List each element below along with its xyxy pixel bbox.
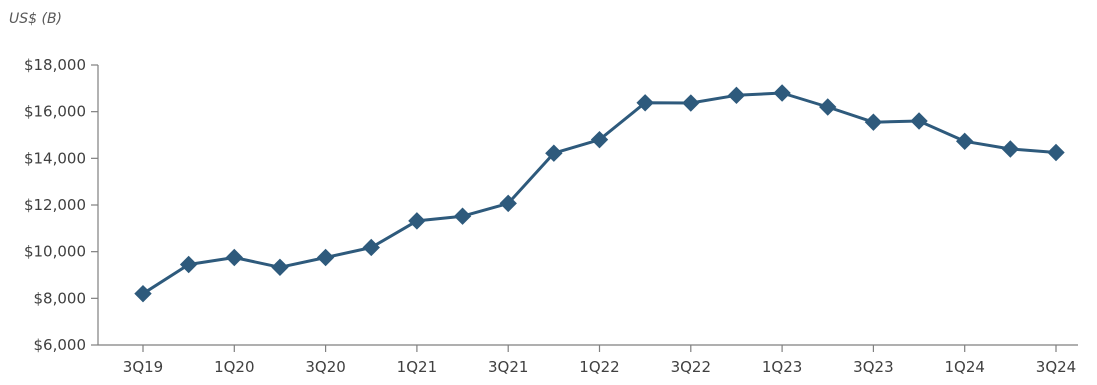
data-point-marker bbox=[682, 94, 700, 112]
data-point-marker bbox=[545, 144, 563, 162]
x-tick-label: 3Q23 bbox=[853, 358, 893, 376]
series-layer bbox=[134, 84, 1065, 303]
data-point-marker bbox=[134, 284, 152, 303]
data-point-marker bbox=[1001, 140, 1020, 158]
data-point-marker bbox=[408, 212, 426, 230]
x-tick-label: 3Q24 bbox=[1036, 358, 1076, 376]
data-point-marker bbox=[864, 113, 883, 131]
data-point-marker bbox=[955, 132, 974, 151]
y-tick-label: $16,000 bbox=[24, 103, 86, 121]
x-tick-label: 3Q21 bbox=[488, 358, 528, 376]
x-tick-label: 3Q19 bbox=[123, 358, 163, 376]
x-tick-label: 1Q23 bbox=[762, 358, 802, 376]
y-tick-label: $14,000 bbox=[24, 149, 86, 167]
data-point-marker bbox=[453, 207, 472, 225]
data-point-marker bbox=[636, 94, 654, 112]
y-tick-label: $10,000 bbox=[24, 243, 86, 261]
x-tick-label: 1Q22 bbox=[579, 358, 619, 376]
y-tick-label: $18,000 bbox=[24, 56, 86, 74]
data-point-marker bbox=[1047, 143, 1065, 162]
y-tick-label: $6,000 bbox=[34, 336, 87, 354]
x-tick-label: 3Q22 bbox=[671, 358, 711, 376]
data-point-marker bbox=[499, 194, 517, 213]
y-tick-label: $12,000 bbox=[24, 196, 86, 214]
x-axis: 3Q19 1Q20 3Q20 1Q21 3Q21 1Q22 3Q22 1Q23 3Q23 1Q24… bbox=[98, 344, 1078, 376]
data-point-marker bbox=[773, 84, 791, 102]
x-tick-label: 1Q20 bbox=[214, 358, 254, 376]
data-point-marker bbox=[179, 255, 198, 274]
data-point-marker bbox=[225, 248, 244, 267]
data-point-marker bbox=[362, 238, 380, 257]
data-point-marker bbox=[727, 86, 746, 105]
data-point-marker bbox=[819, 98, 837, 116]
data-point-marker bbox=[910, 112, 928, 130]
x-tick-label: 3Q20 bbox=[305, 358, 345, 376]
y-tick-label: $8,000 bbox=[34, 289, 87, 307]
y-axis: $6,000 $8,000 $10,000 $12,000 $14,000 $16,000… bbox=[24, 56, 99, 354]
data-point-marker bbox=[590, 130, 609, 149]
data-point-marker bbox=[316, 248, 335, 267]
data-point-marker bbox=[271, 258, 289, 277]
x-tick-label: 1Q24 bbox=[944, 358, 984, 376]
unit-label: US$ (B) bbox=[9, 11, 62, 27]
x-tick-label: 1Q21 bbox=[397, 358, 437, 376]
